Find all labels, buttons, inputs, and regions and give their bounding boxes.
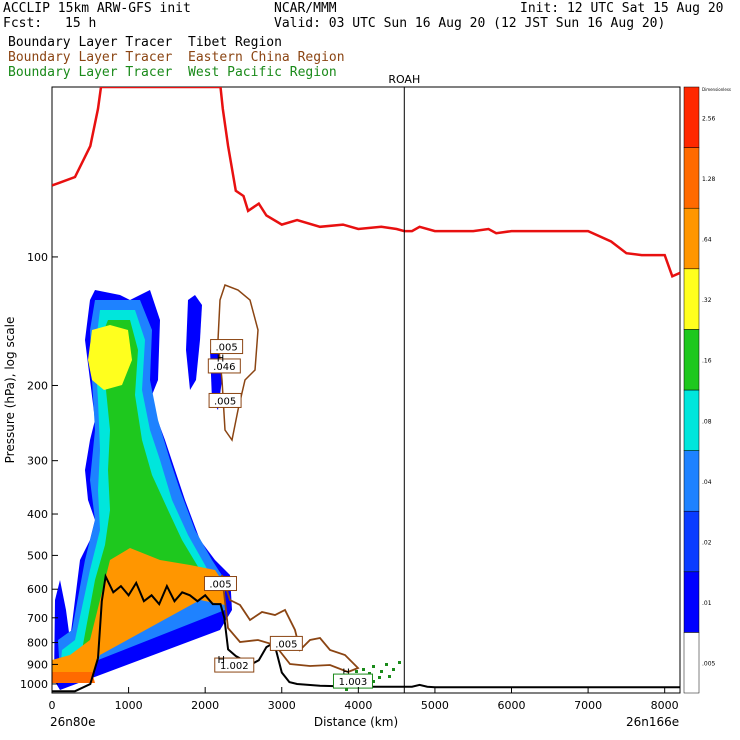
colorbar-top-label: Dimensionless <box>702 87 731 92</box>
fcst-value: 15 h <box>65 16 97 31</box>
contour-label: H <box>217 354 225 365</box>
contour-label-box <box>203 576 237 592</box>
roah-marker-label: ROAH <box>388 73 420 86</box>
colorbar-swatch <box>683 450 700 512</box>
pacific-dot <box>385 663 388 666</box>
init-time: Init: 12 UTC Sat 15 Aug 20 <box>520 1 724 16</box>
contour-label-box <box>269 635 303 651</box>
field-level-5 <box>88 325 132 390</box>
y-tick-label: 600 <box>27 583 48 596</box>
pacific-dot <box>392 668 395 671</box>
colorbar-swatch <box>683 207 700 270</box>
colorbar-swatch <box>683 147 700 209</box>
contour-label: 1.003 <box>339 677 368 688</box>
contour-label: 1.002 <box>220 661 249 672</box>
china-contour-upper <box>217 284 259 442</box>
field-level-6 <box>52 548 225 682</box>
y-tick-label: 800 <box>27 637 48 650</box>
left-endpoint-label: 26n80e <box>50 715 96 729</box>
y-tick-label: 900 <box>27 658 48 671</box>
contour-label: .005 <box>215 343 237 354</box>
china-contour-lower <box>221 574 360 673</box>
pacific-dot <box>398 661 401 664</box>
pacific-dot <box>368 672 371 675</box>
contour-label-box <box>210 339 244 355</box>
pacific-dot <box>380 670 383 673</box>
org-title: NCAR/MMM <box>274 1 337 16</box>
colorbar-level-label: 1.28 <box>702 176 716 183</box>
colorbar-level-label: .64 <box>702 237 712 244</box>
x-tick-label: 7000 <box>574 699 602 712</box>
fcst-label: Fcst: <box>3 16 43 31</box>
pacific-dot <box>388 675 391 678</box>
contour-label: .046 <box>213 362 235 373</box>
x-tick-label: 5000 <box>421 699 449 712</box>
y-tick-label: 300 <box>27 455 48 468</box>
field-level-8 <box>186 295 202 390</box>
colorbar-swatch <box>683 329 700 391</box>
valid-time: Valid: 03 UTC Sun 16 Aug 20 (12 JST Sun … <box>274 16 666 31</box>
colorbar-swatch <box>683 571 700 633</box>
x-tick-label: 1000 <box>115 699 143 712</box>
terrain-line <box>52 573 680 693</box>
colorbar-level-label: .16 <box>702 358 712 365</box>
x-tick-label: 4000 <box>344 699 372 712</box>
contour-label-box <box>207 358 241 374</box>
colorbar-swatch <box>683 86 700 148</box>
pacific-dot <box>378 676 381 679</box>
y-tick-label: 100 <box>27 251 48 264</box>
x-tick-label: 0 <box>49 699 56 712</box>
y-tick-label: 200 <box>27 379 48 392</box>
x-tick-label: 6000 <box>498 699 526 712</box>
colorbar-swatch <box>683 268 700 330</box>
pacific-dot <box>362 668 365 671</box>
colorbar-swatch <box>683 389 700 451</box>
pacific-dot <box>372 665 375 668</box>
contour-label: H <box>342 667 350 678</box>
tropopause-line <box>52 87 680 278</box>
contour-label-box <box>214 657 255 673</box>
colorbar-level-label: .01 <box>702 600 712 607</box>
pacific-dot <box>345 688 348 691</box>
tracer-field <box>52 290 232 690</box>
y-tick-label: 400 <box>27 508 48 521</box>
colorbar-level-label: .32 <box>702 297 712 304</box>
contour-label: H <box>217 655 225 666</box>
colorbar-level-label: 2.56 <box>702 115 716 122</box>
y-tick-label: 1000 <box>20 678 48 691</box>
colorbar-level-label: .02 <box>702 540 712 547</box>
field-level-7 <box>52 672 95 683</box>
pacific-dot <box>355 670 358 673</box>
contour-label: .005 <box>209 580 231 591</box>
x-tick-label: 2000 <box>191 699 219 712</box>
model-title: ACCLIP 15km ARW-GFS init <box>3 1 191 16</box>
pacific-dot <box>372 680 375 683</box>
contour-label: .005 <box>214 396 236 407</box>
contour-label: .005 <box>275 639 297 650</box>
colorbar-swatch <box>683 632 700 694</box>
contour-label-box <box>332 673 373 689</box>
y-tick-label: 500 <box>27 549 48 562</box>
y-tick-label: 700 <box>27 612 48 625</box>
tracer-tibet-title: Boundary Layer Tracer Tibet Region <box>8 35 282 50</box>
x-tick-label: 3000 <box>268 699 296 712</box>
tracer-pacific-title: Boundary Layer Tracer West Pacific Regio… <box>8 65 337 80</box>
x-axis-label: Distance (km) <box>314 715 398 729</box>
x-tick-label: 8000 <box>651 699 679 712</box>
tracer-china-title: Boundary Layer Tracer Eastern China Regi… <box>8 50 345 65</box>
colorbar-level-label: .08 <box>702 418 712 425</box>
colorbar-level-label: .04 <box>702 479 712 486</box>
y-axis-label: Pressure (hPa), log scale <box>3 317 17 464</box>
right-endpoint-label: 26n166e <box>626 715 679 729</box>
contour-label-box <box>208 392 242 408</box>
plot-frame <box>51 86 681 694</box>
colorbar-level-label: .005 <box>702 661 716 668</box>
colorbar-swatch <box>683 510 700 573</box>
